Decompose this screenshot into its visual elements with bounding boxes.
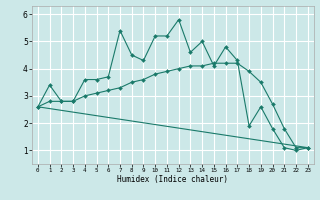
X-axis label: Humidex (Indice chaleur): Humidex (Indice chaleur) — [117, 175, 228, 184]
